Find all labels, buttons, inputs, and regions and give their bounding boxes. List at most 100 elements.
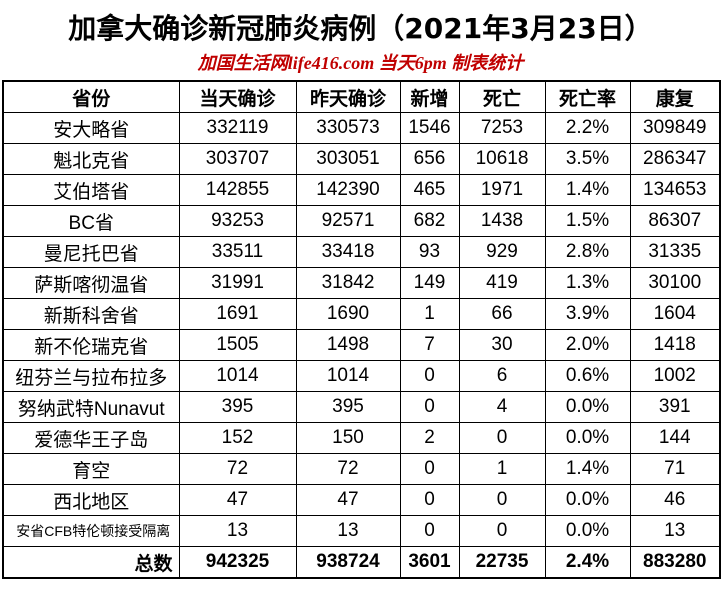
province-cell: 育空 (2, 453, 180, 485)
death-rate-cell: 0.0% (544, 515, 631, 547)
new-cases-cell: 1 (399, 298, 460, 330)
table-row: 新斯科舍省 1691 1690 1 66 3.9% 1604 (2, 298, 721, 330)
new-cases-cell: 2 (399, 422, 460, 454)
deaths-cell: 1438 (458, 205, 546, 237)
death-rate-cell: 2.0% (544, 329, 631, 361)
table-row: 安大略省 332119 330573 1546 7253 2.2% 309849 (2, 112, 721, 144)
table-row: 曼尼托巴省 33511 33418 93 929 2.8% 31335 (2, 236, 721, 268)
today-confirmed-cell: 395 (178, 391, 297, 423)
death-rate-cell: 0.0% (544, 484, 631, 516)
province-cell: 安省CFB特伦顿接受隔离 (2, 515, 180, 547)
column-header-recovered: 康复 (629, 80, 721, 113)
province-cell: 爱德华王子岛 (2, 422, 180, 454)
new-cases-cell: 7 (399, 329, 460, 361)
recovered-cell: 1604 (629, 298, 721, 330)
yesterday-confirmed-cell: 72 (295, 453, 401, 485)
new-cases-cell: 0 (399, 391, 460, 423)
column-header-today-confirmed: 当天确诊 (178, 80, 297, 113)
yesterday-confirmed-cell: 31842 (295, 267, 401, 299)
totals-row: 总数 942325 938724 3601 22735 2.4% 883280 (2, 546, 721, 579)
new-cases-cell: 1546 (399, 112, 460, 144)
yesterday-confirmed-cell: 1014 (295, 360, 401, 392)
recovered-cell: 71 (629, 453, 721, 485)
today-confirmed-cell: 1691 (178, 298, 297, 330)
recovered-cell: 13 (629, 515, 721, 547)
table-row: 安省CFB特伦顿接受隔离 13 13 0 0 0.0% 13 (2, 515, 721, 547)
column-header-new-cases: 新增 (399, 80, 460, 113)
table-body: 安大略省 332119 330573 1546 7253 2.2% 309849 魁北克省 30… (2, 112, 721, 547)
yesterday-confirmed-cell: 395 (295, 391, 401, 423)
table-row: 育空 72 72 0 1 1.4% 71 (2, 453, 721, 485)
today-confirmed-cell: 93253 (178, 205, 297, 237)
page-subtitle: 加国生活网life416.com 当天6pm 制表统计 (197, 53, 524, 73)
new-cases-cell: 149 (399, 267, 460, 299)
deaths-cell: 7253 (458, 112, 546, 144)
table-row: BC省 93253 92571 682 1438 1.5% 86307 (2, 205, 721, 237)
yesterday-confirmed-cell: 13 (295, 515, 401, 547)
table-row: 纽芬兰与拉布拉多 1014 1014 0 6 0.6% 1002 (2, 360, 721, 392)
deaths-cell: 1971 (458, 174, 546, 206)
totals-death-rate: 2.4% (544, 546, 631, 579)
province-cell: 努纳武特Nunavut (2, 391, 180, 423)
today-confirmed-cell: 142855 (178, 174, 297, 206)
yesterday-confirmed-cell: 1498 (295, 329, 401, 361)
yesterday-confirmed-cell: 1690 (295, 298, 401, 330)
yesterday-confirmed-cell: 330573 (295, 112, 401, 144)
deaths-cell: 0 (458, 515, 546, 547)
province-cell: 新斯科舍省 (2, 298, 180, 330)
death-rate-cell: 0.0% (544, 422, 631, 454)
death-rate-cell: 1.3% (544, 267, 631, 299)
totals-recovered: 883280 (629, 546, 721, 579)
today-confirmed-cell: 13 (178, 515, 297, 547)
death-rate-cell: 1.5% (544, 205, 631, 237)
today-confirmed-cell: 31991 (178, 267, 297, 299)
deaths-cell: 66 (458, 298, 546, 330)
new-cases-cell: 0 (399, 484, 460, 516)
deaths-cell: 10618 (458, 143, 546, 175)
recovered-cell: 1418 (629, 329, 721, 361)
table-row: 魁北克省 303707 303051 656 10618 3.5% 286347 (2, 143, 721, 175)
table-row: 艾伯塔省 142855 142390 465 1971 1.4% 134653 (2, 174, 721, 206)
province-cell: 魁北克省 (2, 143, 180, 175)
header-row: 省份 当天确诊 昨天确诊 新增 死亡 死亡率 康复 (2, 80, 721, 113)
new-cases-cell: 0 (399, 360, 460, 392)
province-cell: 西北地区 (2, 484, 180, 516)
deaths-cell: 4 (458, 391, 546, 423)
death-rate-cell: 2.8% (544, 236, 631, 268)
recovered-cell: 1002 (629, 360, 721, 392)
totals-deaths: 22735 (458, 546, 546, 579)
today-confirmed-cell: 47 (178, 484, 297, 516)
totals-today-confirmed: 942325 (178, 546, 297, 579)
deaths-cell: 929 (458, 236, 546, 268)
recovered-cell: 286347 (629, 143, 721, 175)
table-row: 努纳武特Nunavut 395 395 0 4 0.0% 391 (2, 391, 721, 423)
province-cell: 安大略省 (2, 112, 180, 144)
recovered-cell: 309849 (629, 112, 721, 144)
province-cell: 新不伦瑞克省 (2, 329, 180, 361)
today-confirmed-cell: 1014 (178, 360, 297, 392)
column-header-province: 省份 (2, 80, 180, 113)
today-confirmed-cell: 33511 (178, 236, 297, 268)
yesterday-confirmed-cell: 47 (295, 484, 401, 516)
death-rate-cell: 0.6% (544, 360, 631, 392)
province-cell: 曼尼托巴省 (2, 236, 180, 268)
province-cell: 纽芬兰与拉布拉多 (2, 360, 180, 392)
new-cases-cell: 465 (399, 174, 460, 206)
new-cases-cell: 0 (399, 453, 460, 485)
recovered-cell: 46 (629, 484, 721, 516)
recovered-cell: 31335 (629, 236, 721, 268)
column-header-death-rate: 死亡率 (544, 80, 631, 113)
column-header-yesterday-confirmed: 昨天确诊 (295, 80, 401, 113)
yesterday-confirmed-cell: 33418 (295, 236, 401, 268)
death-rate-cell: 3.5% (544, 143, 631, 175)
today-confirmed-cell: 152 (178, 422, 297, 454)
new-cases-cell: 682 (399, 205, 460, 237)
deaths-cell: 0 (458, 422, 546, 454)
recovered-cell: 391 (629, 391, 721, 423)
table-row: 新不伦瑞克省 1505 1498 7 30 2.0% 1418 (2, 329, 721, 361)
yesterday-confirmed-cell: 150 (295, 422, 401, 454)
table-row: 西北地区 47 47 0 0 0.0% 46 (2, 484, 721, 516)
yesterday-confirmed-cell: 92571 (295, 205, 401, 237)
deaths-cell: 6 (458, 360, 546, 392)
today-confirmed-cell: 1505 (178, 329, 297, 361)
